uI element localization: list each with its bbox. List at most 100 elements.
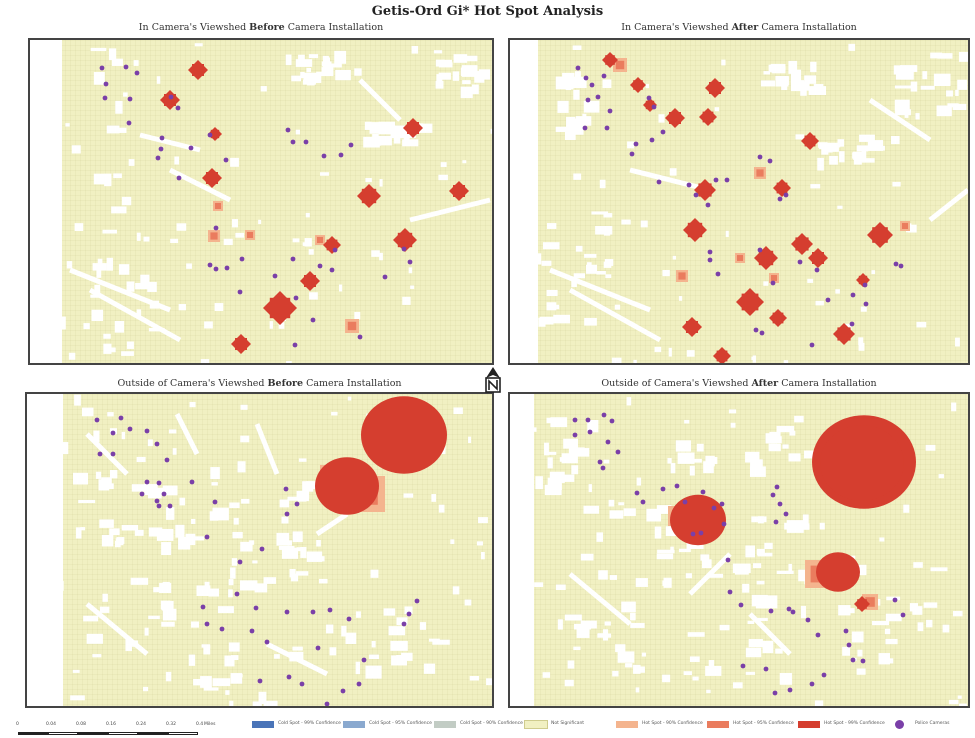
police-camera-dot[interactable] [175,105,181,111]
police-camera-dot[interactable] [156,480,162,486]
police-camera-dot[interactable] [407,259,413,265]
police-camera-dot[interactable] [597,459,603,465]
police-camera-dot[interactable] [682,499,688,505]
police-camera-dot[interactable] [237,559,243,565]
police-camera-dot[interactable] [164,457,170,463]
police-camera-dot[interactable] [713,177,719,183]
police-camera-dot[interactable] [189,479,195,485]
police-camera-dot[interactable] [770,492,776,498]
police-camera-dot[interactable] [783,511,789,517]
police-camera-dot[interactable] [721,521,727,527]
police-camera-dot[interactable] [690,531,696,537]
police-camera-dot[interactable] [727,589,733,595]
police-camera-dot[interactable] [361,657,367,663]
police-camera-dot[interactable] [863,301,869,307]
police-camera-dot[interactable] [207,132,213,138]
police-camera-dot[interactable] [224,265,230,271]
police-camera-dot[interactable] [144,479,150,485]
police-camera-dot[interactable] [893,261,899,267]
police-camera-dot[interactable] [607,108,613,114]
police-camera-dot[interactable] [212,499,218,505]
police-camera-dot[interactable] [707,249,713,255]
police-camera-dot[interactable] [809,342,815,348]
police-camera-dot[interactable] [585,97,591,103]
police-camera-dot[interactable] [357,334,363,340]
police-camera-dot[interactable] [103,81,109,87]
police-camera-dot[interactable] [850,657,856,663]
police-camera-dot[interactable] [292,342,298,348]
police-camera-dot[interactable] [753,327,759,333]
police-camera-dot[interactable] [575,65,581,71]
police-camera-dot[interactable] [809,681,815,687]
police-camera-dot[interactable] [294,501,300,507]
police-camera-dot[interactable] [629,151,635,157]
police-camera-dot[interactable] [825,297,831,303]
police-camera-dot[interactable] [587,429,593,435]
police-camera-dot[interactable] [155,155,161,161]
police-camera-dot[interactable] [127,426,133,432]
police-camera-dot[interactable] [321,153,327,159]
police-camera-dot[interactable] [674,483,680,489]
map-panel-out-after[interactable] [508,392,970,708]
police-camera-dot[interactable] [900,612,906,618]
police-camera-dot[interactable] [649,137,655,143]
police-camera-dot[interactable] [770,280,776,286]
police-camera-dot[interactable] [583,75,589,81]
police-camera-dot[interactable] [767,158,773,164]
police-camera-dot[interactable] [237,289,243,295]
police-camera-dot[interactable] [303,139,309,145]
police-camera-dot[interactable] [154,441,160,447]
police-camera-dot[interactable] [660,129,666,135]
police-camera-dot[interactable] [660,486,666,492]
police-camera-dot[interactable] [167,503,173,509]
police-camera-dot[interactable] [719,501,725,507]
police-camera-dot[interactable] [102,95,108,101]
police-camera-dot[interactable] [188,145,194,151]
police-camera-dot[interactable] [97,451,103,457]
police-camera-dot[interactable] [790,609,796,615]
police-camera-dot[interactable] [763,666,769,672]
police-camera-dot[interactable] [646,95,652,101]
police-camera-dot[interactable] [327,607,333,613]
police-camera-dot[interactable] [283,486,289,492]
police-camera-dot[interactable] [777,501,783,507]
police-camera-dot[interactable] [589,82,595,88]
police-camera-dot[interactable] [127,96,133,102]
police-camera-dot[interactable] [633,141,639,147]
police-camera-dot[interactable] [110,451,116,457]
police-camera-dot[interactable] [605,439,611,445]
police-camera-dot[interactable] [207,262,213,268]
police-camera-dot[interactable] [693,192,699,198]
police-camera-dot[interactable] [601,412,607,418]
police-camera-dot[interactable] [700,489,706,495]
police-camera-dot[interactable] [299,681,305,687]
police-camera-dot[interactable] [158,146,164,152]
police-camera-dot[interactable] [257,678,263,684]
police-camera-dot[interactable] [144,428,150,434]
police-camera-dot[interactable] [707,257,713,263]
police-camera-dot[interactable] [797,259,803,265]
police-camera-dot[interactable] [382,274,388,280]
police-camera-dot[interactable] [850,292,856,298]
police-camera-dot[interactable] [686,182,692,188]
police-camera-dot[interactable] [156,503,162,509]
map-panel-out-before[interactable] [25,392,494,708]
map-panel-in-after[interactable] [508,38,970,365]
police-camera-dot[interactable] [154,498,160,504]
police-camera-dot[interactable] [862,282,868,288]
police-camera-dot[interactable] [348,142,354,148]
police-camera-dot[interactable] [572,417,578,423]
police-camera-dot[interactable] [406,611,412,617]
police-camera-dot[interactable] [640,499,646,505]
police-camera-dot[interactable] [740,663,746,669]
police-camera-dot[interactable] [656,179,662,185]
police-camera-dot[interactable] [118,415,124,421]
police-camera-dot[interactable] [805,617,811,623]
police-camera-dot[interactable] [715,271,721,277]
police-camera-dot[interactable] [814,267,820,273]
police-camera-dot[interactable] [759,330,765,336]
police-camera-dot[interactable] [310,609,316,615]
police-camera-dot[interactable] [768,608,774,614]
police-camera-dot[interactable] [249,628,255,634]
police-camera-dot[interactable] [846,642,852,648]
